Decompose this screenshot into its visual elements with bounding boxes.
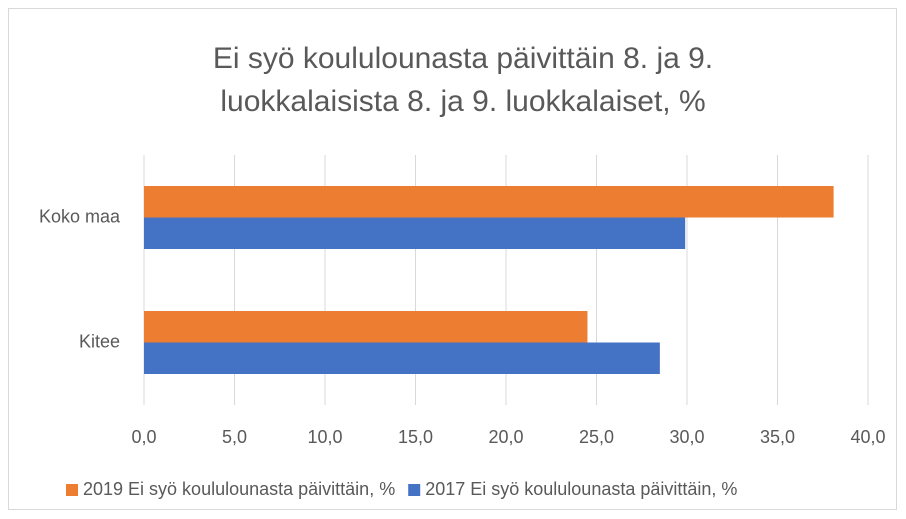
y-tick-label: Kitee <box>79 331 120 351</box>
legend-label: 2019 Ei syö koululounasta päivittäin, % <box>83 479 395 499</box>
bar <box>144 311 588 343</box>
x-tick-label: 0,0 <box>131 427 156 447</box>
y-tick-label: Koko maa <box>39 206 121 226</box>
bar <box>144 342 660 374</box>
chart-border <box>8 8 897 510</box>
x-tick-label: 5,0 <box>222 427 247 447</box>
chart-title: Ei syö koululounasta päivittäin 8. ja 9. <box>213 42 713 75</box>
legend-label: 2017 Ei syö koululounasta päivittäin, % <box>425 479 737 499</box>
x-tick-label: 15,0 <box>398 427 433 447</box>
legend-swatch <box>66 484 78 496</box>
x-tick-label: 20,0 <box>488 427 523 447</box>
legend-swatch <box>408 484 421 496</box>
x-tick-label: 10,0 <box>307 427 342 447</box>
bar <box>144 186 834 218</box>
chart-title: luokkalaisista 8. ja 9. luokkalaiset, % <box>220 85 705 118</box>
x-tick-label: 35,0 <box>760 427 795 447</box>
x-tick-label: 40,0 <box>850 427 885 447</box>
x-tick-label: 30,0 <box>669 427 704 447</box>
x-tick-label: 25,0 <box>579 427 614 447</box>
bar <box>144 217 686 249</box>
